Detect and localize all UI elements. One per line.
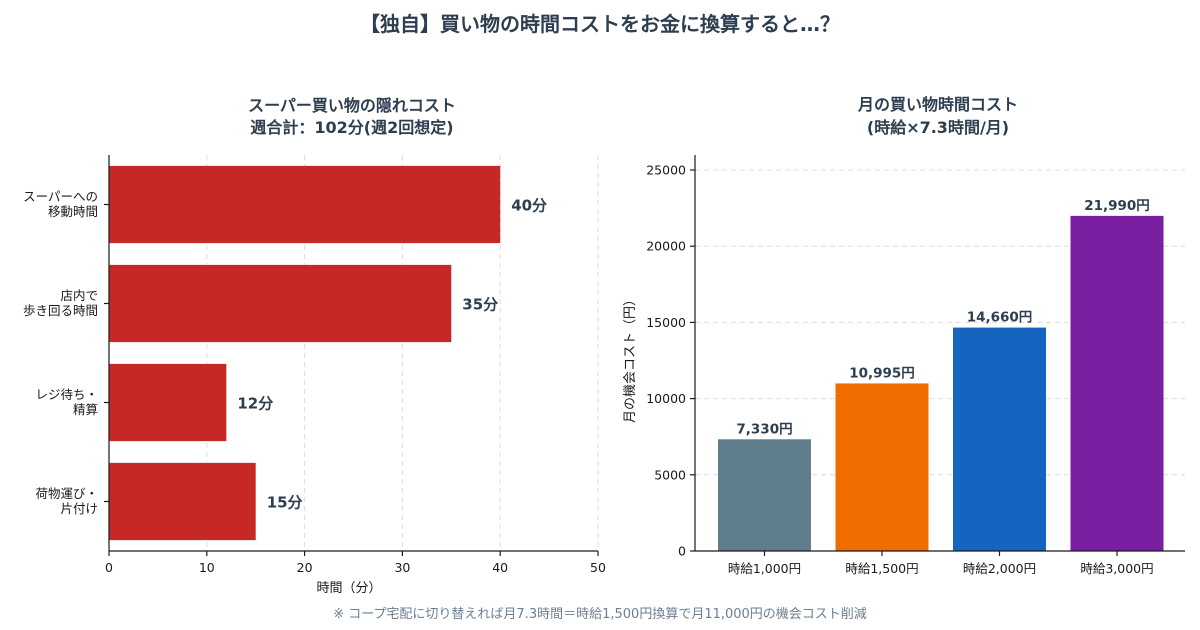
- left-category-label: 移動時間: [48, 204, 98, 219]
- left-x-tick-label: 10: [199, 560, 215, 575]
- right-bar-value-label: 10,995円: [849, 365, 915, 381]
- right-bar: [1070, 215, 1164, 551]
- right-bar-value-label: 14,660円: [967, 310, 1033, 326]
- left-x-axis-label: 時間（分）: [316, 581, 381, 596]
- left-category-label: 精算: [73, 402, 98, 417]
- left-bar-value-label: 12分: [237, 395, 273, 413]
- right-y-tick-label: 10000: [646, 391, 686, 406]
- left-x-tick-label: 20: [297, 560, 313, 575]
- right-y-tick-label: 0: [678, 544, 686, 559]
- right-bar-value-label: 7,330円: [736, 421, 792, 437]
- right-category-label: 時給1,500円: [845, 561, 918, 576]
- left-category-label: レジ待ち・: [35, 387, 98, 402]
- right-y-tick-label: 20000: [646, 239, 686, 254]
- left-bar-value-label: 40分: [511, 197, 547, 215]
- right-chart-subtitle: (時給×7.3時間/月): [867, 118, 1009, 137]
- right-bar-value-label: 21,990円: [1084, 198, 1150, 214]
- left-chart-subtitle: 週合計：102分(週2回想定): [250, 118, 453, 137]
- left-category-label: スーパーへの: [23, 189, 98, 204]
- left-bar: [109, 363, 227, 442]
- left-bar-value-label: 35分: [462, 296, 498, 314]
- left-category-label: 歩き回る時間: [23, 303, 98, 318]
- left-category-label: 荷物運び・: [35, 486, 98, 501]
- page-title: 【独自】買い物の時間コストをお金に換算すると…？: [360, 12, 840, 36]
- right-category-label: 時給1,000円: [728, 561, 801, 576]
- right-category-label: 時給3,000円: [1080, 561, 1153, 576]
- right-y-tick-label: 15000: [646, 315, 686, 330]
- left-bar: [109, 264, 452, 343]
- left-category-label: 店内で: [60, 288, 98, 303]
- left-bar: [109, 165, 501, 244]
- right-y-tick-label: 5000: [654, 467, 686, 482]
- left-category-label: 片付け: [60, 501, 98, 516]
- left-x-tick-label: 40: [492, 560, 508, 575]
- left-bar-value-label: 15分: [267, 494, 303, 512]
- right-category-label: 時給2,000円: [963, 561, 1036, 576]
- right-chart-title: 月の買い物時間コスト: [857, 95, 1018, 114]
- left-x-tick-label: 30: [394, 560, 410, 575]
- left-bar: [109, 462, 256, 541]
- right-y-tick-label: 25000: [646, 163, 686, 178]
- right-bar: [835, 383, 929, 551]
- right-bar: [718, 439, 811, 551]
- left-x-tick-label: 0: [105, 560, 113, 575]
- left-chart-title: スーパー買い物の隠れコスト: [248, 96, 456, 115]
- right-bar: [953, 327, 1046, 551]
- left-x-tick-label: 50: [590, 560, 606, 575]
- right-y-axis-label: 月の機会コスト（円）: [623, 293, 638, 423]
- footnote: ※ コープ宅配に切り替えれば月7.3時間＝時給1,500円換算で月11,000円…: [333, 607, 867, 622]
